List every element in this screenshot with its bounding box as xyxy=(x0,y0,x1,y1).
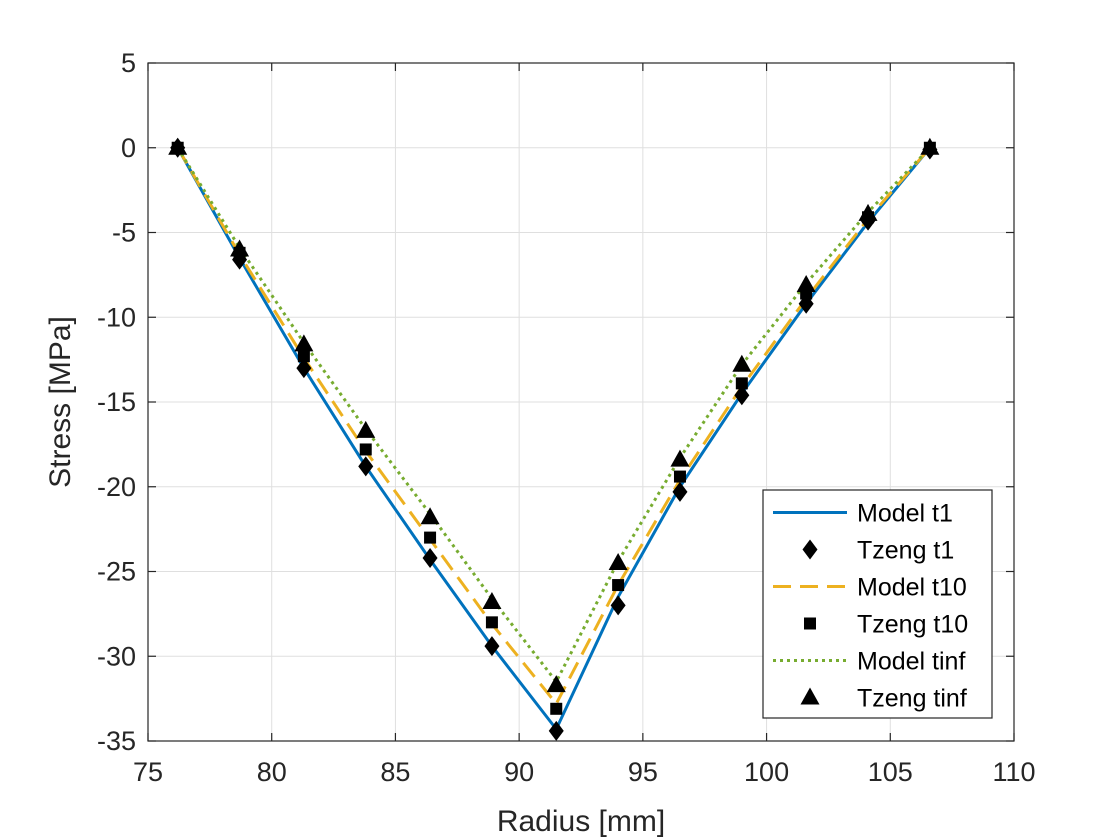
legend-item: Model tinf xyxy=(773,648,965,676)
data-point xyxy=(673,470,686,483)
legend-label: Tzeng tinf xyxy=(857,685,967,713)
y-tick-label: -35 xyxy=(97,726,136,756)
data-point xyxy=(294,334,314,352)
data-point xyxy=(546,675,566,693)
x-tick-label: 110 xyxy=(992,757,1035,787)
y-tick-label: 0 xyxy=(121,133,136,163)
legend-item: Tzeng t1 xyxy=(802,537,954,565)
data-point xyxy=(358,456,374,477)
x-tick-label: 105 xyxy=(868,757,913,787)
legend-item: Tzeng tinf xyxy=(800,685,967,713)
x-tick-label: 75 xyxy=(133,757,163,787)
x-tick-label: 80 xyxy=(257,757,287,787)
legend-item: Model t10 xyxy=(773,574,967,602)
legend-box xyxy=(762,489,993,719)
legend-item: Model t1 xyxy=(773,500,953,528)
data-point xyxy=(359,443,372,456)
data-point xyxy=(230,239,250,257)
ticks-layer: 75 80 85 90 95 100 105 110 5 0 -5 -10 -15 -20 -25 -30 -3… xyxy=(97,48,1036,787)
x-tick-label: 90 xyxy=(504,757,534,787)
x-tick-label: 95 xyxy=(628,757,658,787)
data-point xyxy=(670,449,690,467)
data-point xyxy=(422,547,438,568)
data-point xyxy=(356,420,376,438)
y-tick-label: -20 xyxy=(97,472,136,502)
data-point xyxy=(420,507,440,525)
data-point xyxy=(297,350,310,363)
legend-label: Model t10 xyxy=(857,574,967,602)
legend-marker-swatch xyxy=(802,539,818,560)
x-tick-label: 100 xyxy=(744,757,789,787)
y-tick-label: -30 xyxy=(97,641,136,671)
data-point xyxy=(734,385,750,406)
legend-marker-swatch xyxy=(800,687,820,705)
legend-item: Tzeng t10 xyxy=(804,611,968,639)
data-point xyxy=(735,377,748,390)
series-tzeng-tinf xyxy=(168,137,940,693)
data-point xyxy=(612,579,625,592)
data-point xyxy=(610,595,626,616)
data-point xyxy=(608,553,628,571)
legend-label: Model tinf xyxy=(857,648,965,676)
legend-label: Tzeng t1 xyxy=(857,537,954,565)
data-point xyxy=(550,702,563,715)
data-point xyxy=(732,354,752,372)
legend-marker-swatch xyxy=(804,617,816,630)
series-layer xyxy=(168,137,940,741)
legend-label: Tzeng t10 xyxy=(857,611,968,639)
legend-label: Model t1 xyxy=(857,500,953,528)
y-tick-label: 5 xyxy=(121,48,136,78)
x-tick-label: 85 xyxy=(380,757,410,787)
data-point xyxy=(296,358,312,379)
x-axis-label: Radius [mm] xyxy=(497,805,665,838)
data-point xyxy=(796,275,816,293)
data-point xyxy=(672,481,688,502)
data-point xyxy=(920,137,940,155)
data-point xyxy=(548,720,564,741)
data-point xyxy=(858,203,878,221)
data-point xyxy=(168,137,188,155)
y-tick-label: -5 xyxy=(112,218,136,248)
y-tick-label: -25 xyxy=(97,557,136,587)
legend: Model t1 Tzeng t1 Model t10 Tzeng t10 Model … xyxy=(762,489,993,719)
data-point xyxy=(424,531,437,544)
data-point xyxy=(484,636,500,657)
y-tick-label: -10 xyxy=(97,302,136,332)
data-point xyxy=(482,592,502,610)
y-tick-label: -15 xyxy=(97,387,136,417)
data-point xyxy=(485,616,498,629)
y-axis-label: Stress [MPa] xyxy=(44,316,77,488)
